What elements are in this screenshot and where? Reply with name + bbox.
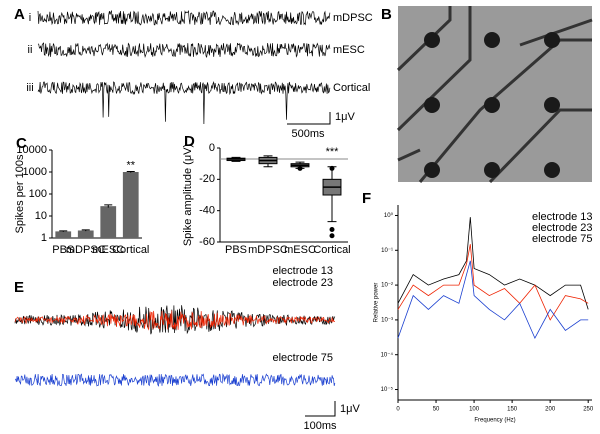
outlier — [329, 165, 335, 171]
row-numeral: iii — [26, 82, 33, 94]
row-numeral: ii — [28, 44, 33, 56]
y-tick-label: 10⁻² — [381, 283, 393, 289]
error-bar — [81, 229, 90, 232]
y-axis-label: Relative power — [374, 283, 380, 323]
outlier — [329, 233, 335, 239]
series-line — [397, 260, 589, 340]
y-axis-label: Spikes per 100s — [14, 154, 26, 233]
bar — [122, 172, 139, 238]
panel-label: E — [14, 279, 24, 296]
scale-time: 500ms — [291, 128, 325, 140]
trace — [37, 42, 331, 59]
y-tick-label: 10 — [35, 210, 47, 222]
y-tick-label: 0 — [209, 142, 215, 154]
y-tick-label: 10⁰ — [384, 212, 394, 219]
panel-label: A — [14, 6, 25, 23]
x-tick-label: 150 — [507, 407, 518, 413]
x-tick-label: 100 — [469, 407, 480, 413]
legend-label: electrode 75 — [272, 352, 333, 364]
x-tick-label: 50 — [433, 407, 440, 413]
panel-label: B — [381, 6, 392, 23]
scale-bar — [287, 112, 331, 125]
panel-label: F — [362, 190, 371, 207]
trace — [37, 80, 331, 125]
y-tick-label: 100 — [29, 188, 47, 200]
y-tick-label: 10⁻³ — [381, 317, 393, 323]
x-tick-label: mDPSC — [248, 244, 288, 256]
x-tick-label: mESC — [92, 244, 124, 256]
scale-time: 100ms — [303, 420, 337, 432]
y-axis-label: Spike amplitude (μV) — [182, 144, 194, 246]
trace — [37, 9, 331, 26]
x-tick-label: 250 — [583, 407, 594, 413]
error-bar — [59, 230, 68, 232]
micrograph — [396, 6, 593, 184]
x-tick-label: mDPSC — [66, 244, 106, 256]
panel-label: D — [184, 133, 195, 150]
row-numeral: i — [29, 12, 31, 24]
legend-label: electrode 13 — [532, 211, 593, 223]
y-tick-label: 1000 — [23, 166, 47, 178]
trace — [14, 373, 336, 387]
series-line — [397, 244, 589, 321]
x-tick-label: 0 — [396, 407, 400, 413]
x-tick-label: PBS — [225, 244, 247, 256]
row-name: mESC — [333, 44, 365, 56]
error-bar — [126, 170, 135, 173]
y-tick-label: 1 — [41, 232, 47, 244]
legend-label: electrode 23 — [532, 222, 593, 234]
row-name: mDPSC — [333, 12, 373, 24]
y-tick-label: 10000 — [16, 144, 47, 156]
bar — [100, 206, 117, 238]
x-tick-label: mESC — [284, 244, 316, 256]
trace — [14, 310, 336, 331]
outlier — [297, 165, 303, 171]
x-tick-label: Cortical — [112, 244, 149, 256]
scale-bar — [305, 401, 336, 417]
row-name: Cortical — [333, 82, 370, 94]
x-tick-label: Cortical — [313, 244, 350, 256]
y-tick-label: 10⁻¹ — [381, 248, 393, 254]
scale-amp: 1μV — [340, 403, 360, 415]
bar — [77, 230, 94, 238]
y-tick-label: 10⁻⁵ — [381, 386, 394, 393]
significance: ** — [126, 159, 135, 171]
x-axis-label: Frequency (Hz) — [474, 418, 515, 424]
y-tick-label: -60 — [199, 236, 215, 248]
x-tick-label: 200 — [545, 407, 556, 413]
legend-label: electrode 13 — [272, 265, 333, 277]
legend-label: electrode 23 — [272, 277, 333, 289]
error-bar — [104, 204, 113, 208]
scale-amp: 1μV — [335, 111, 355, 123]
y-tick-label: -20 — [199, 173, 215, 185]
x-tick-label: PBS — [52, 244, 74, 256]
significance: *** — [326, 146, 340, 158]
legend-label: electrode 75 — [532, 233, 593, 245]
series-line — [397, 217, 589, 310]
y-tick-label: -40 — [199, 205, 215, 217]
panel-label: C — [16, 135, 27, 152]
outlier — [329, 226, 335, 232]
bar — [55, 231, 72, 238]
y-tick-label: 10⁻⁴ — [381, 351, 394, 358]
